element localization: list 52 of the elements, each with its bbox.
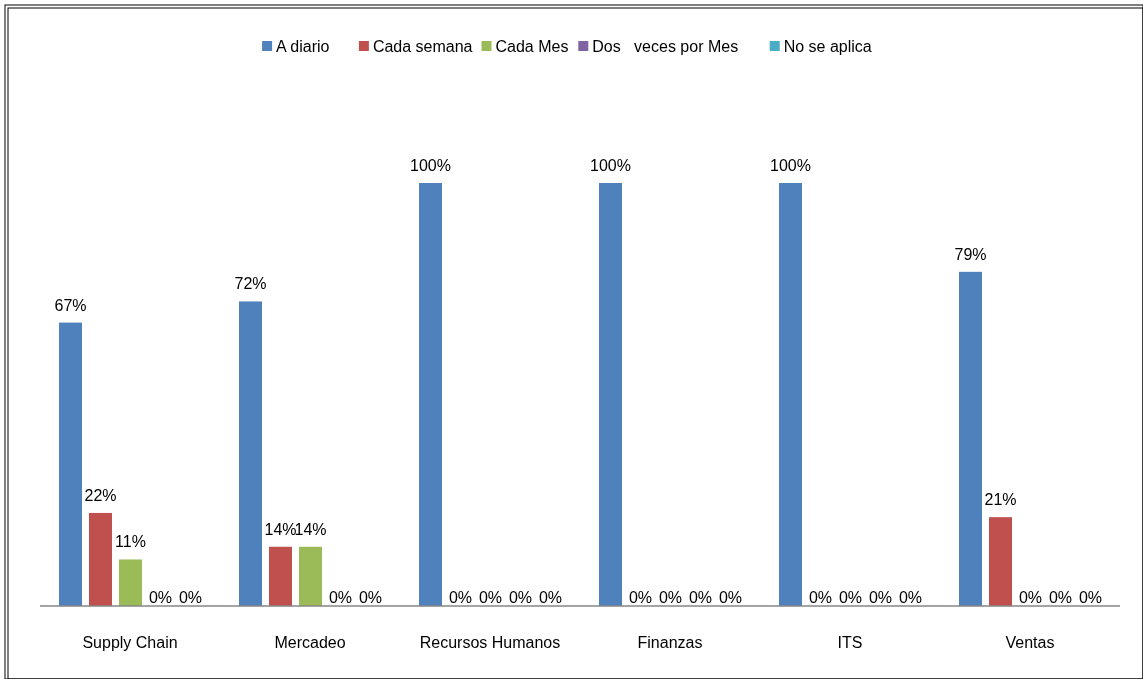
data-label: 0% — [718, 589, 743, 606]
data-label: 11% — [115, 533, 146, 551]
data-label: 0% — [628, 589, 653, 606]
data-label: 0% — [448, 589, 473, 606]
data-label: 100% — [770, 157, 811, 174]
data-label: 0% — [658, 589, 683, 606]
bar — [599, 183, 622, 606]
data-label: 14% — [294, 520, 327, 538]
legend-label: Dos veces por Mes — [592, 38, 739, 55]
data-label: 0% — [178, 589, 203, 606]
data-label: 0% — [898, 589, 923, 606]
x-tick-label: Ventas — [1005, 634, 1055, 651]
data-label: 67% — [54, 296, 87, 314]
data-label: 0% — [688, 589, 713, 606]
x-tick-label: Recursos Humanos — [419, 634, 561, 651]
legend-label: A diario — [276, 38, 330, 55]
bar — [959, 271, 982, 606]
bar — [269, 546, 292, 606]
data-label: 0% — [328, 589, 353, 606]
data-label: 72% — [234, 275, 267, 293]
data-label: 100% — [410, 157, 451, 174]
legend-label: Cada Mes — [495, 38, 569, 55]
data-label: 79% — [954, 245, 987, 263]
x-tick-label: ITS — [837, 634, 863, 651]
x-tick-label: Mercadeo — [274, 634, 346, 651]
bar — [59, 322, 82, 606]
data-label: 0% — [478, 589, 503, 606]
bar — [419, 183, 442, 606]
data-label: 0% — [1078, 589, 1103, 606]
bar — [299, 546, 322, 606]
x-tick-label: Finanzas — [637, 634, 703, 651]
x-tick-label: Supply Chain — [82, 634, 178, 651]
bar — [89, 512, 112, 606]
data-label: 0% — [808, 589, 833, 606]
data-label: 0% — [1048, 589, 1073, 606]
data-label: 0% — [508, 589, 533, 606]
legend-label: Cada semana — [372, 38, 473, 55]
legend-label: No se aplica — [783, 38, 872, 55]
bar — [239, 301, 262, 606]
data-label: 22% — [84, 486, 117, 504]
data-label: 21% — [984, 491, 1017, 509]
data-label: 0% — [838, 589, 863, 606]
data-label: 0% — [358, 589, 383, 606]
data-label: 0% — [868, 589, 893, 606]
data-label: 0% — [538, 589, 563, 606]
bar — [119, 559, 142, 606]
data-label: 0% — [1018, 589, 1043, 606]
bar — [989, 517, 1012, 606]
data-label: 0% — [148, 589, 173, 606]
data-label: 14% — [264, 520, 297, 538]
bar — [779, 183, 802, 606]
data-label: 100% — [590, 157, 631, 174]
